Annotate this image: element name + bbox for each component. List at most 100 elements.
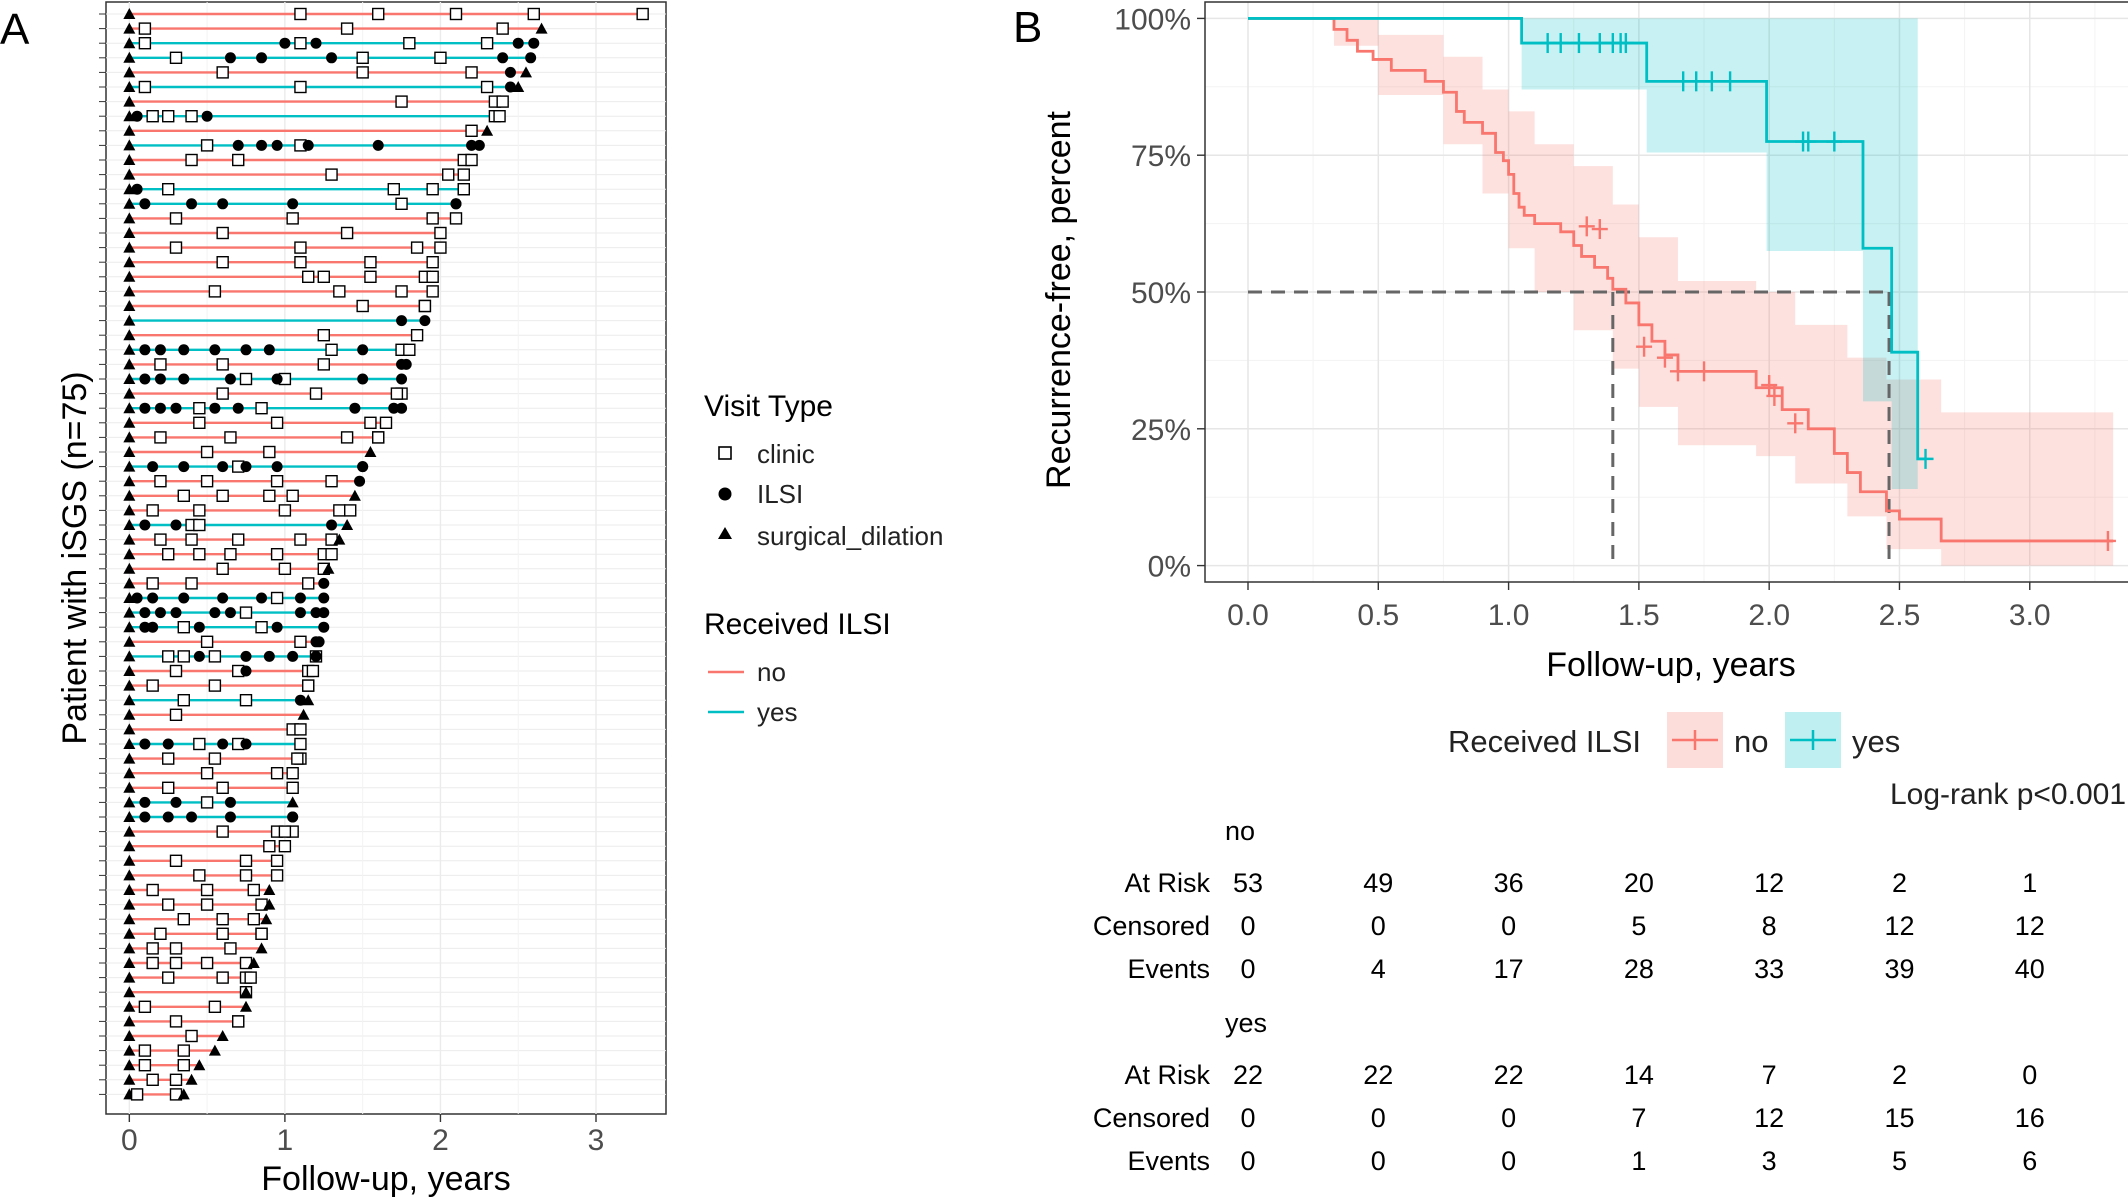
km-x-tick-label: 1.0 [1488,599,1530,632]
surgical-dilation-marker [123,270,136,282]
ilsi-visit-marker [354,475,366,487]
surgical-dilation-marker [123,504,136,516]
km-legend-no-label: no [1734,724,1768,759]
clinic-visit-marker [146,577,159,590]
ilsi-visit-marker [224,796,236,808]
surgical-dilation-marker [123,913,136,925]
risk-table-cell: 5 [1892,1146,1907,1176]
clinic-visit-marker [138,1058,152,1072]
surgical-dilation-marker [286,796,299,808]
clinic-visit-marker [390,387,404,400]
surgical-dilation-marker [247,957,260,968]
risk-table-cell: 0 [1240,911,1255,941]
clinic-visit-marker [263,445,276,459]
surgical-dilation-marker [123,869,136,881]
risk-table-cell: 8 [1762,911,1777,941]
swimmer-x-axis-title: Follow-up, years [261,1160,510,1198]
clinic-visit-marker [216,489,229,502]
clinic-visit-marker [302,577,315,590]
clinic-visit-marker [333,285,346,298]
clinic-visit-marker [154,533,167,546]
ilsi-visit-marker [224,373,236,385]
clinic-visit-marker [410,241,424,254]
clinic-visit-marker [177,913,190,926]
surgical-dilation-marker [240,1000,252,1012]
risk-table-cell: 12 [1884,911,1914,941]
clinic-visit-marker [426,212,439,225]
ilsi-visit-marker [504,81,516,93]
km-x-tick-label: 0.0 [1227,599,1269,632]
swimmer-plot: 0 1 2 3 Follow-up, years Patient with iSGS … [56,1,667,1198]
clinic-visit-marker [286,212,299,225]
clinic-visit-marker [426,270,439,283]
ilsi-visit-marker [466,139,478,151]
surgical-dilation-marker [297,708,310,720]
clinic-visit-marker [496,22,509,35]
clinic-visit-marker [185,109,198,123]
swimmer-x-tick-label: 2 [432,1124,449,1157]
ilsi-visit-marker [217,198,229,210]
clinic-visit-marker [636,7,649,21]
clinic-visit-marker [356,299,369,313]
ilsi-visit-marker [224,52,236,64]
clinic-visit-marker [216,358,229,371]
clinic-visit-marker [193,737,206,751]
ilsi-visit-marker [256,592,268,604]
risk-table-cell: 22 [1233,1060,1263,1090]
clinic-visit-marker [294,256,307,269]
clinic-visit-marker [232,153,245,167]
clinic-visit-marker [177,694,190,707]
clinic-visit-marker [177,1058,190,1072]
risk-table-cell: 20 [1624,868,1654,898]
surgical-dilation-marker [341,519,354,530]
surgical-dilation-marker [123,227,136,238]
clinic-visit-marker [216,256,229,269]
ilsi-visit-marker [497,52,509,64]
clinic-visit-marker [317,329,330,342]
swimmer-rows [123,7,649,1101]
swimmer-x-tick-label: 3 [588,1124,605,1157]
ilsi-visit-marker [170,402,182,414]
surgical-dilation-marker [123,212,136,224]
ilsi-visit-marker [139,621,151,633]
clinic-visit-marker [193,402,206,415]
clinic-visit-marker [372,431,385,444]
surgical-dilation-marker [123,285,136,297]
risk-table-cell: 53 [1233,868,1263,898]
ilsi-visit-marker [139,738,151,750]
surgical-dilation-marker [322,562,335,574]
clinic-visit-marker [302,270,315,283]
clinic-visit-marker [177,621,190,634]
ilsi-visit-marker [318,607,330,619]
clinic-square-icon [718,446,732,460]
ilsi-visit-marker [186,198,198,210]
clinic-visit-marker [465,124,478,138]
ilsi-visit-marker [263,344,275,356]
clinic-visit-marker [154,431,167,444]
risk-table-cell: 2 [1892,868,1907,898]
risk-table-cell: 17 [1494,954,1524,984]
swimmer-legend: Visit Type clinic ILSI surgical_dilation… [704,390,943,727]
surgical-dilation-marker [123,300,136,311]
clinic-visit-marker [162,650,175,663]
clinic-visit-marker [162,898,175,911]
clinic-visit-marker [480,80,494,94]
legend-visit-ilsi: ILSI [757,479,803,509]
ilsi-dot-icon [718,487,732,501]
surgical-dilation-marker [123,241,136,253]
km-x-tick-label: 0.5 [1357,599,1399,632]
surgical-dilation-marker [185,1073,198,1085]
surgical-dilation-marker [123,373,136,384]
clinic-visit-marker [208,1000,222,1013]
risk-table-cell: 7 [1631,1103,1646,1133]
clinic-visit-marker [325,475,338,488]
surgical-dilation-marker [123,548,136,560]
ilsi-visit-marker [139,811,151,823]
clinic-visit-marker [216,825,229,838]
clinic-visit-marker [162,548,175,561]
km-x-axis: 0.0 0.5 1.0 1.5 2.0 2.5 3.0 [1227,582,2051,632]
surgical-dilation-marker [123,562,136,574]
clinic-visit-marker [216,927,229,940]
ilsi-visit-marker [396,315,408,327]
